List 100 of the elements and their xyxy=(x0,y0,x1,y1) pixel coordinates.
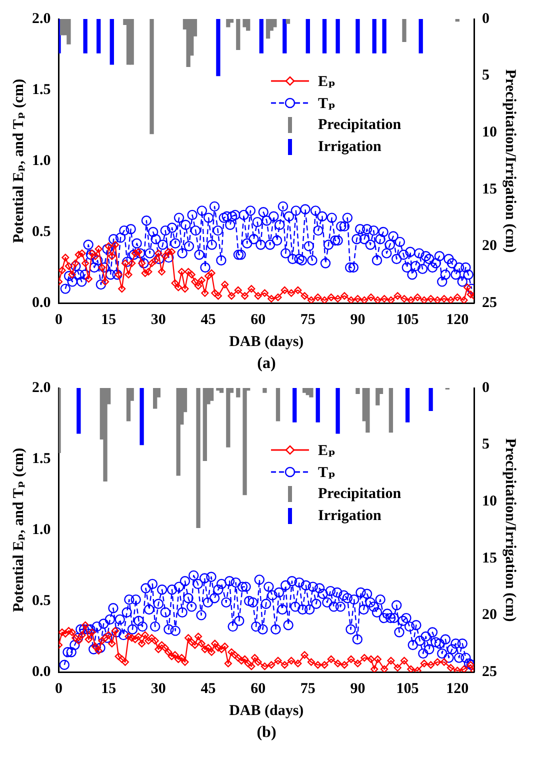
legend-label: Tₚ xyxy=(318,94,336,112)
y2-axis-title: Precipitation/Irrigation (cm) xyxy=(502,69,518,253)
bar xyxy=(366,388,370,433)
bar xyxy=(336,19,340,54)
x-tick-label: 15 xyxy=(101,312,116,328)
bar xyxy=(226,19,230,28)
x-tick-label: 0 xyxy=(55,680,62,697)
x-tick-label: 75 xyxy=(300,312,316,328)
legend-label: Eₚ xyxy=(318,72,336,90)
legend-label: Tₚ xyxy=(318,464,336,482)
legend-label: Eₚ xyxy=(318,442,336,460)
x-tick-label: 45 xyxy=(200,680,216,697)
bar xyxy=(282,19,287,54)
y2-tick-label: 5 xyxy=(482,436,490,453)
x-tick-label: 30 xyxy=(150,312,166,328)
y-tick-label: 1.5 xyxy=(32,450,51,467)
bar xyxy=(455,19,460,22)
y-tick-label: 0.0 xyxy=(32,294,51,311)
bar xyxy=(322,19,327,54)
x-tick-label: 105 xyxy=(396,680,419,697)
y-tick-label: 2.0 xyxy=(32,380,51,396)
y-tick-label: 2.0 xyxy=(32,10,51,27)
bar xyxy=(356,19,360,54)
y2-tick-label: 5 xyxy=(482,68,490,84)
bar xyxy=(276,388,280,422)
y2-tick-label: 20 xyxy=(482,238,497,254)
x-tick-label: 60 xyxy=(250,680,266,697)
bar xyxy=(306,19,310,54)
legend-label: Irrigation xyxy=(318,138,382,156)
y2-tick-label: 10 xyxy=(482,124,497,140)
bar xyxy=(110,19,114,65)
y-axis-title: Potential Eₚ, and Tₚ (cm) xyxy=(10,448,27,612)
bar xyxy=(103,388,108,482)
bar xyxy=(428,388,433,412)
bar xyxy=(316,388,320,422)
bar xyxy=(226,388,230,448)
bar xyxy=(388,388,394,433)
bar xyxy=(336,388,340,434)
bar xyxy=(209,388,214,401)
bar xyxy=(236,388,240,398)
y2-tick-label: 0 xyxy=(482,380,490,396)
x-tick-label: 90 xyxy=(350,312,366,328)
bar xyxy=(83,19,88,54)
bar xyxy=(292,388,297,422)
y-tick-label: 0.5 xyxy=(32,592,51,609)
bar xyxy=(372,19,376,54)
y2-tick-label: 20 xyxy=(482,607,497,624)
x-tick-label: 45 xyxy=(200,312,216,328)
bar xyxy=(236,19,240,50)
bar xyxy=(376,388,380,406)
bar xyxy=(96,19,101,54)
x-axis-title: DAB (days) xyxy=(229,334,304,350)
x-axis-title: DAB (days) xyxy=(229,702,304,719)
text: (a) xyxy=(256,355,277,373)
y-axis-title: Potential Eₚ, and Tₚ (cm) xyxy=(10,78,27,244)
y2-tick-label: 25 xyxy=(482,294,497,311)
bar xyxy=(309,388,314,398)
bar xyxy=(216,19,220,76)
y2-axis-title: Precipitation/Irrigation (cm) xyxy=(502,438,518,622)
y2-tick-label: 15 xyxy=(482,181,497,198)
x-tick-label: 60 xyxy=(250,312,266,328)
x-tick-label: 75 xyxy=(300,680,316,697)
legend-label: Irrigation xyxy=(318,508,382,524)
bar xyxy=(130,19,134,65)
bar xyxy=(259,19,264,54)
bar xyxy=(418,19,423,54)
bar xyxy=(153,388,158,409)
x-tick-label: 90 xyxy=(350,680,366,697)
y2-tick-label: 25 xyxy=(482,664,497,680)
bar xyxy=(150,19,154,134)
bar xyxy=(242,388,247,496)
bar xyxy=(405,388,410,422)
legend-label: Precipitation xyxy=(318,116,402,134)
x-tick-label: 0 xyxy=(55,312,62,328)
bar xyxy=(262,388,267,393)
bar xyxy=(272,19,277,28)
bar xyxy=(140,388,144,446)
bar xyxy=(356,388,360,394)
y2-tick-label: 0 xyxy=(482,10,490,27)
bar xyxy=(66,19,71,44)
y-tick-label: 1.0 xyxy=(32,522,51,538)
x-tick-label: 15 xyxy=(101,680,116,697)
bar xyxy=(382,19,386,54)
y-tick-label: 1.0 xyxy=(32,152,51,169)
bar xyxy=(286,19,290,24)
y-tick-label: 0.0 xyxy=(32,664,51,680)
bar xyxy=(196,388,200,528)
bar xyxy=(402,19,406,42)
y2-tick-label: 15 xyxy=(482,550,497,566)
x-tick-label: 120 xyxy=(446,680,469,697)
x-tick-label: 30 xyxy=(150,680,166,697)
bar xyxy=(202,388,207,462)
y-tick-label: 0.5 xyxy=(32,224,51,240)
y-tick-label: 1.5 xyxy=(32,82,51,98)
y2-tick-label: 10 xyxy=(482,493,497,510)
bar xyxy=(126,388,131,422)
x-tick-label: 105 xyxy=(396,312,419,328)
bar xyxy=(246,19,250,31)
x-tick-label: 120 xyxy=(446,312,469,328)
legend-label: Precipitation xyxy=(318,486,402,502)
